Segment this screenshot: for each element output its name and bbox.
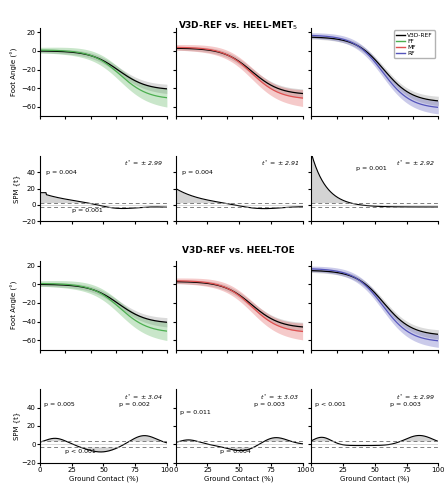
Text: p = 0.004: p = 0.004 — [182, 170, 213, 175]
Text: p = 0.003: p = 0.003 — [390, 402, 421, 407]
Text: p = 0.004: p = 0.004 — [46, 170, 77, 175]
Text: $t^*$ = ± 3.03: $t^*$ = ± 3.03 — [260, 393, 299, 402]
Text: V3D-REF vs. HEEL-MET$_5$: V3D-REF vs. HEEL-MET$_5$ — [178, 19, 298, 32]
X-axis label: Ground Contact (%): Ground Contact (%) — [69, 476, 138, 482]
Text: $t^*$ = ± 2.92: $t^*$ = ± 2.92 — [396, 159, 434, 168]
Text: p = 0.003: p = 0.003 — [255, 402, 285, 407]
Text: p < 0.001: p < 0.001 — [316, 402, 346, 407]
Text: p = 0.001: p = 0.001 — [72, 208, 102, 214]
Y-axis label: Foot Angle (°): Foot Angle (°) — [11, 281, 18, 330]
Legend: V3D-REF, FF, MF, RF: V3D-REF, FF, MF, RF — [394, 30, 435, 58]
Text: p = 0.001: p = 0.001 — [356, 166, 387, 170]
Text: $t^*$ = ± 2.99: $t^*$ = ± 2.99 — [124, 159, 163, 168]
Text: $t^*$ = ± 2.91: $t^*$ = ± 2.91 — [260, 159, 299, 168]
Y-axis label: Foot Angle (°): Foot Angle (°) — [11, 48, 18, 96]
Text: V3D-REF vs. HEEL-TOE: V3D-REF vs. HEEL-TOE — [182, 246, 295, 255]
Text: $t^*$ = ± 2.99: $t^*$ = ± 2.99 — [396, 393, 434, 402]
Text: p = 0.002: p = 0.002 — [119, 402, 150, 407]
Y-axis label: SPM {t}: SPM {t} — [13, 174, 20, 203]
Text: p = 0.005: p = 0.005 — [44, 402, 75, 407]
Text: p < 0.001: p < 0.001 — [65, 448, 96, 454]
Text: p = 0.011: p = 0.011 — [180, 410, 210, 414]
X-axis label: Ground Contact (%): Ground Contact (%) — [204, 476, 274, 482]
X-axis label: Ground Contact (%): Ground Contact (%) — [340, 476, 410, 482]
Text: p = 0.004: p = 0.004 — [220, 448, 251, 454]
Y-axis label: SPM {t}: SPM {t} — [13, 412, 20, 440]
Text: $t^*$ = ± 3.04: $t^*$ = ± 3.04 — [124, 393, 163, 402]
